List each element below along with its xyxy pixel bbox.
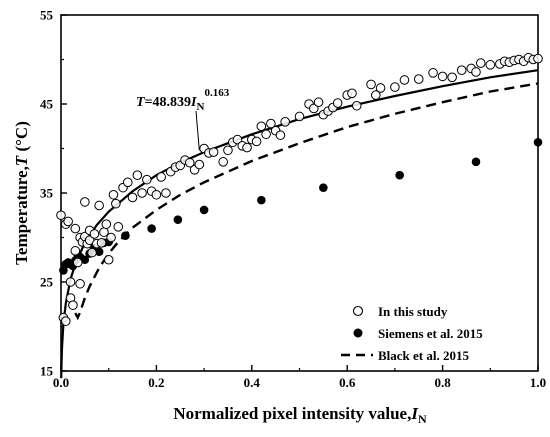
this-study-point: [313, 97, 324, 108]
siemens-point: [319, 183, 328, 192]
y-tick-label: 25: [40, 275, 54, 290]
this-study-point: [151, 189, 162, 200]
this-study-point: [87, 247, 97, 258]
fit-equation: T=48.839IN0.163: [136, 87, 230, 113]
this-study-point: [56, 210, 66, 221]
this-study-point: [428, 68, 438, 78]
this-study-point: [375, 83, 386, 93]
x-tick-label: 0.8: [434, 375, 451, 390]
x-axis-title: Normalized pixel intensity value,IN: [173, 404, 427, 426]
this-study-point: [280, 117, 290, 127]
x-tick-label: 0.0: [53, 375, 69, 390]
this-study-point: [251, 136, 262, 147]
this-study-point: [413, 74, 424, 84]
this-study-point: [456, 65, 467, 75]
this-study-point: [132, 170, 143, 180]
this-study-point: [275, 130, 286, 140]
tick-labels: 0.0 0.2 0.4 0.6 0.8 1.0 15 25 35 45 55: [40, 8, 546, 391]
this-study-point: [447, 72, 457, 83]
plot-area: [56, 52, 543, 379]
this-study-point: [101, 219, 112, 229]
this-study-point: [371, 90, 381, 100]
this-study-point: [80, 197, 90, 207]
this-study-point: [96, 238, 107, 248]
siemens-point: [94, 247, 104, 257]
this-study-point: [437, 71, 448, 82]
this-study-point: [366, 79, 376, 90]
x-tick-label: 0.6: [339, 375, 356, 390]
siemens-point: [121, 231, 130, 241]
this-study-point: [332, 98, 343, 108]
y-tick-label: 55: [40, 8, 54, 23]
this-study-point: [266, 118, 276, 129]
this-study-point: [261, 129, 271, 140]
this-study-point: [208, 147, 219, 157]
siemens-point: [199, 205, 209, 215]
this-study-point: [60, 316, 71, 326]
siemens-point: [471, 157, 481, 167]
annotation-leader-line: [195, 110, 200, 151]
this-study-point: [223, 145, 233, 156]
x-tick-label: 0.4: [244, 375, 261, 390]
this-study-point: [70, 246, 81, 256]
legend-label-black: Black et al. 2015: [378, 348, 469, 363]
this-study-point: [137, 188, 147, 198]
x-tick-label: 0.2: [148, 375, 164, 390]
y-tick-label: 35: [40, 186, 54, 201]
this-study-point: [256, 121, 267, 132]
this-study-point: [232, 134, 243, 145]
this-study-point: [161, 188, 171, 198]
this-study-point: [106, 232, 116, 243]
this-study-point: [142, 174, 152, 185]
this-study-point: [156, 172, 166, 182]
this-study-point: [70, 223, 81, 234]
this-study-point: [184, 157, 195, 168]
this-study-point: [63, 216, 73, 227]
this-study-point: [390, 82, 400, 92]
this-study-point: [75, 278, 85, 289]
this-study-point: [242, 142, 252, 153]
siemens-point: [395, 170, 404, 180]
this-study-point: [471, 67, 481, 77]
this-study-point: [485, 60, 496, 70]
this-study-point: [113, 222, 124, 232]
this-study-point: [127, 192, 138, 203]
x-tick-label: 1.0: [530, 375, 546, 390]
legend-marker-filled-circle: [353, 328, 363, 338]
legend-marker-open-circle: [352, 305, 364, 317]
this-study-point: [111, 198, 121, 209]
this-study-point: [533, 53, 543, 64]
this-study-point: [122, 177, 133, 188]
this-study-point: [89, 229, 100, 239]
this-study-point: [65, 277, 76, 287]
y-axis-title: Temperature,T (°C): [12, 121, 31, 265]
this-study-point: [347, 88, 357, 99]
legend-label-siemens: Siemens et al. 2015: [378, 326, 483, 341]
this-study-point: [475, 58, 486, 68]
siemens-point: [80, 255, 90, 265]
this-study-point: [72, 257, 83, 268]
this-study-point: [194, 159, 205, 170]
siemens-point: [173, 215, 183, 224]
this-study-point: [103, 254, 114, 265]
y-tick-label: 45: [40, 97, 54, 112]
legend: In this study Siemens et al. 2015 Black …: [341, 304, 483, 363]
legend-label-this-study: In this study: [378, 304, 448, 319]
this-study-point: [94, 200, 104, 211]
siemens-point: [257, 195, 266, 205]
siemens-point: [533, 137, 543, 147]
this-study-point: [108, 189, 119, 200]
this-study-point: [309, 103, 319, 114]
this-study-point: [399, 75, 410, 85]
y-tick-label: 15: [40, 364, 54, 379]
black-2015-curve: [74, 82, 539, 321]
siemens-point: [147, 224, 156, 233]
this-study-point: [351, 100, 362, 111]
this-study-point: [218, 157, 228, 167]
this-study-point: [294, 111, 305, 122]
this-study-point: [68, 300, 78, 310]
